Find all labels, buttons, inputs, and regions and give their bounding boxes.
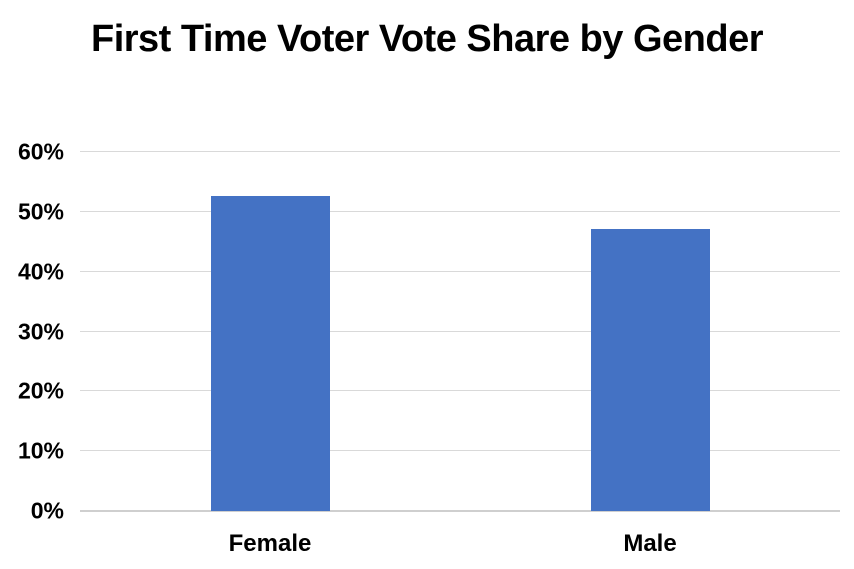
chart-title: First Time Voter Vote Share by Gender bbox=[90, 18, 764, 60]
y-tick-label: 60% bbox=[17, 138, 64, 165]
gridline bbox=[80, 390, 840, 392]
y-tick-label: 20% bbox=[17, 377, 64, 404]
plot-area bbox=[80, 151, 840, 512]
gridline bbox=[80, 210, 840, 212]
x-axis-line bbox=[80, 510, 840, 512]
y-tick-label: 40% bbox=[17, 258, 64, 285]
gridline bbox=[80, 151, 840, 152]
bar-male bbox=[590, 228, 710, 511]
gridline bbox=[80, 270, 840, 272]
gridline bbox=[80, 330, 840, 332]
gridline bbox=[80, 450, 840, 452]
x-category-label: Female bbox=[228, 530, 312, 557]
x-axis-labels: Female Male bbox=[80, 530, 840, 562]
bar-female bbox=[210, 195, 330, 511]
x-category-label: Male bbox=[623, 530, 677, 557]
y-axis-labels: 0% 10% 20% 30% 40% 50% 60% bbox=[0, 139, 64, 524]
y-tick-label: 50% bbox=[17, 198, 64, 225]
y-tick-label: 0% bbox=[30, 497, 64, 524]
y-tick-label: 10% bbox=[17, 437, 64, 464]
y-tick-label: 30% bbox=[17, 318, 64, 344]
